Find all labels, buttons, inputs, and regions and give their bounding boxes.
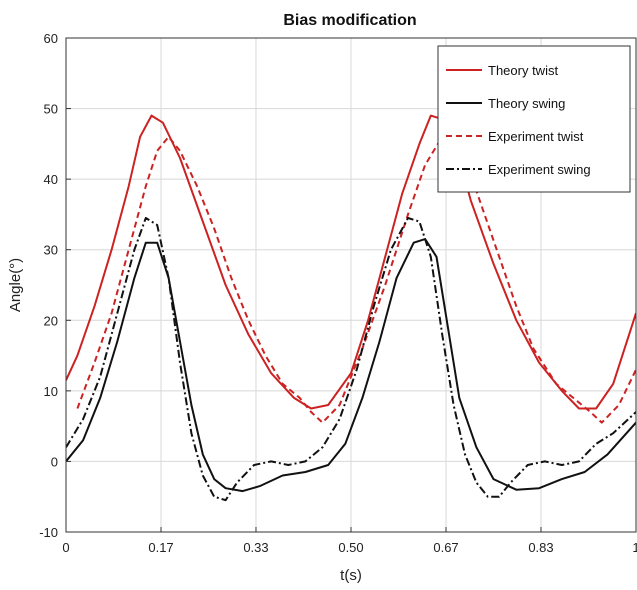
y-tick-label: -10 [39, 525, 58, 540]
legend-label: Experiment swing [488, 162, 591, 177]
series-line-3 [76, 132, 636, 424]
x-tick-label: 0.50 [338, 540, 363, 555]
y-axis: -10 0 10 20 30 40 50 60 [39, 31, 71, 540]
series-line-1 [66, 114, 636, 410]
x-tick-label: 0.17 [148, 540, 173, 555]
y-tick-label: 40 [44, 172, 58, 187]
legend-label: Experiment twist [488, 129, 584, 144]
x-axis: 0 0.17 0.33 0.50 0.67 0.83 1 [62, 527, 637, 555]
y-tick-label: 50 [44, 102, 58, 117]
x-tick-label: 0 [62, 540, 69, 555]
y-tick-label: 10 [44, 384, 58, 399]
series-layer [66, 114, 636, 502]
y-tick-label: 60 [44, 31, 58, 46]
series-line-4 [66, 217, 636, 502]
x-tick-label: 0.83 [528, 540, 553, 555]
series-line-2 [66, 238, 636, 493]
x-tick-label: 0.33 [243, 540, 268, 555]
x-tick-label: 0.67 [433, 540, 458, 555]
legend: Theory twist Theory swing Experiment twist… [437, 45, 631, 193]
y-tick-label: 30 [44, 243, 58, 258]
legend-label: Theory swing [488, 96, 565, 111]
x-axis-label: t(s) [340, 567, 362, 584]
y-tick-label: 0 [51, 454, 58, 469]
x-tick-label: 1 [632, 540, 637, 555]
chart-title: Bias modification [283, 12, 416, 29]
y-tick-label: 20 [44, 313, 58, 328]
y-axis-label: Angle(°) [7, 258, 24, 312]
legend-label: Theory twist [488, 63, 558, 78]
